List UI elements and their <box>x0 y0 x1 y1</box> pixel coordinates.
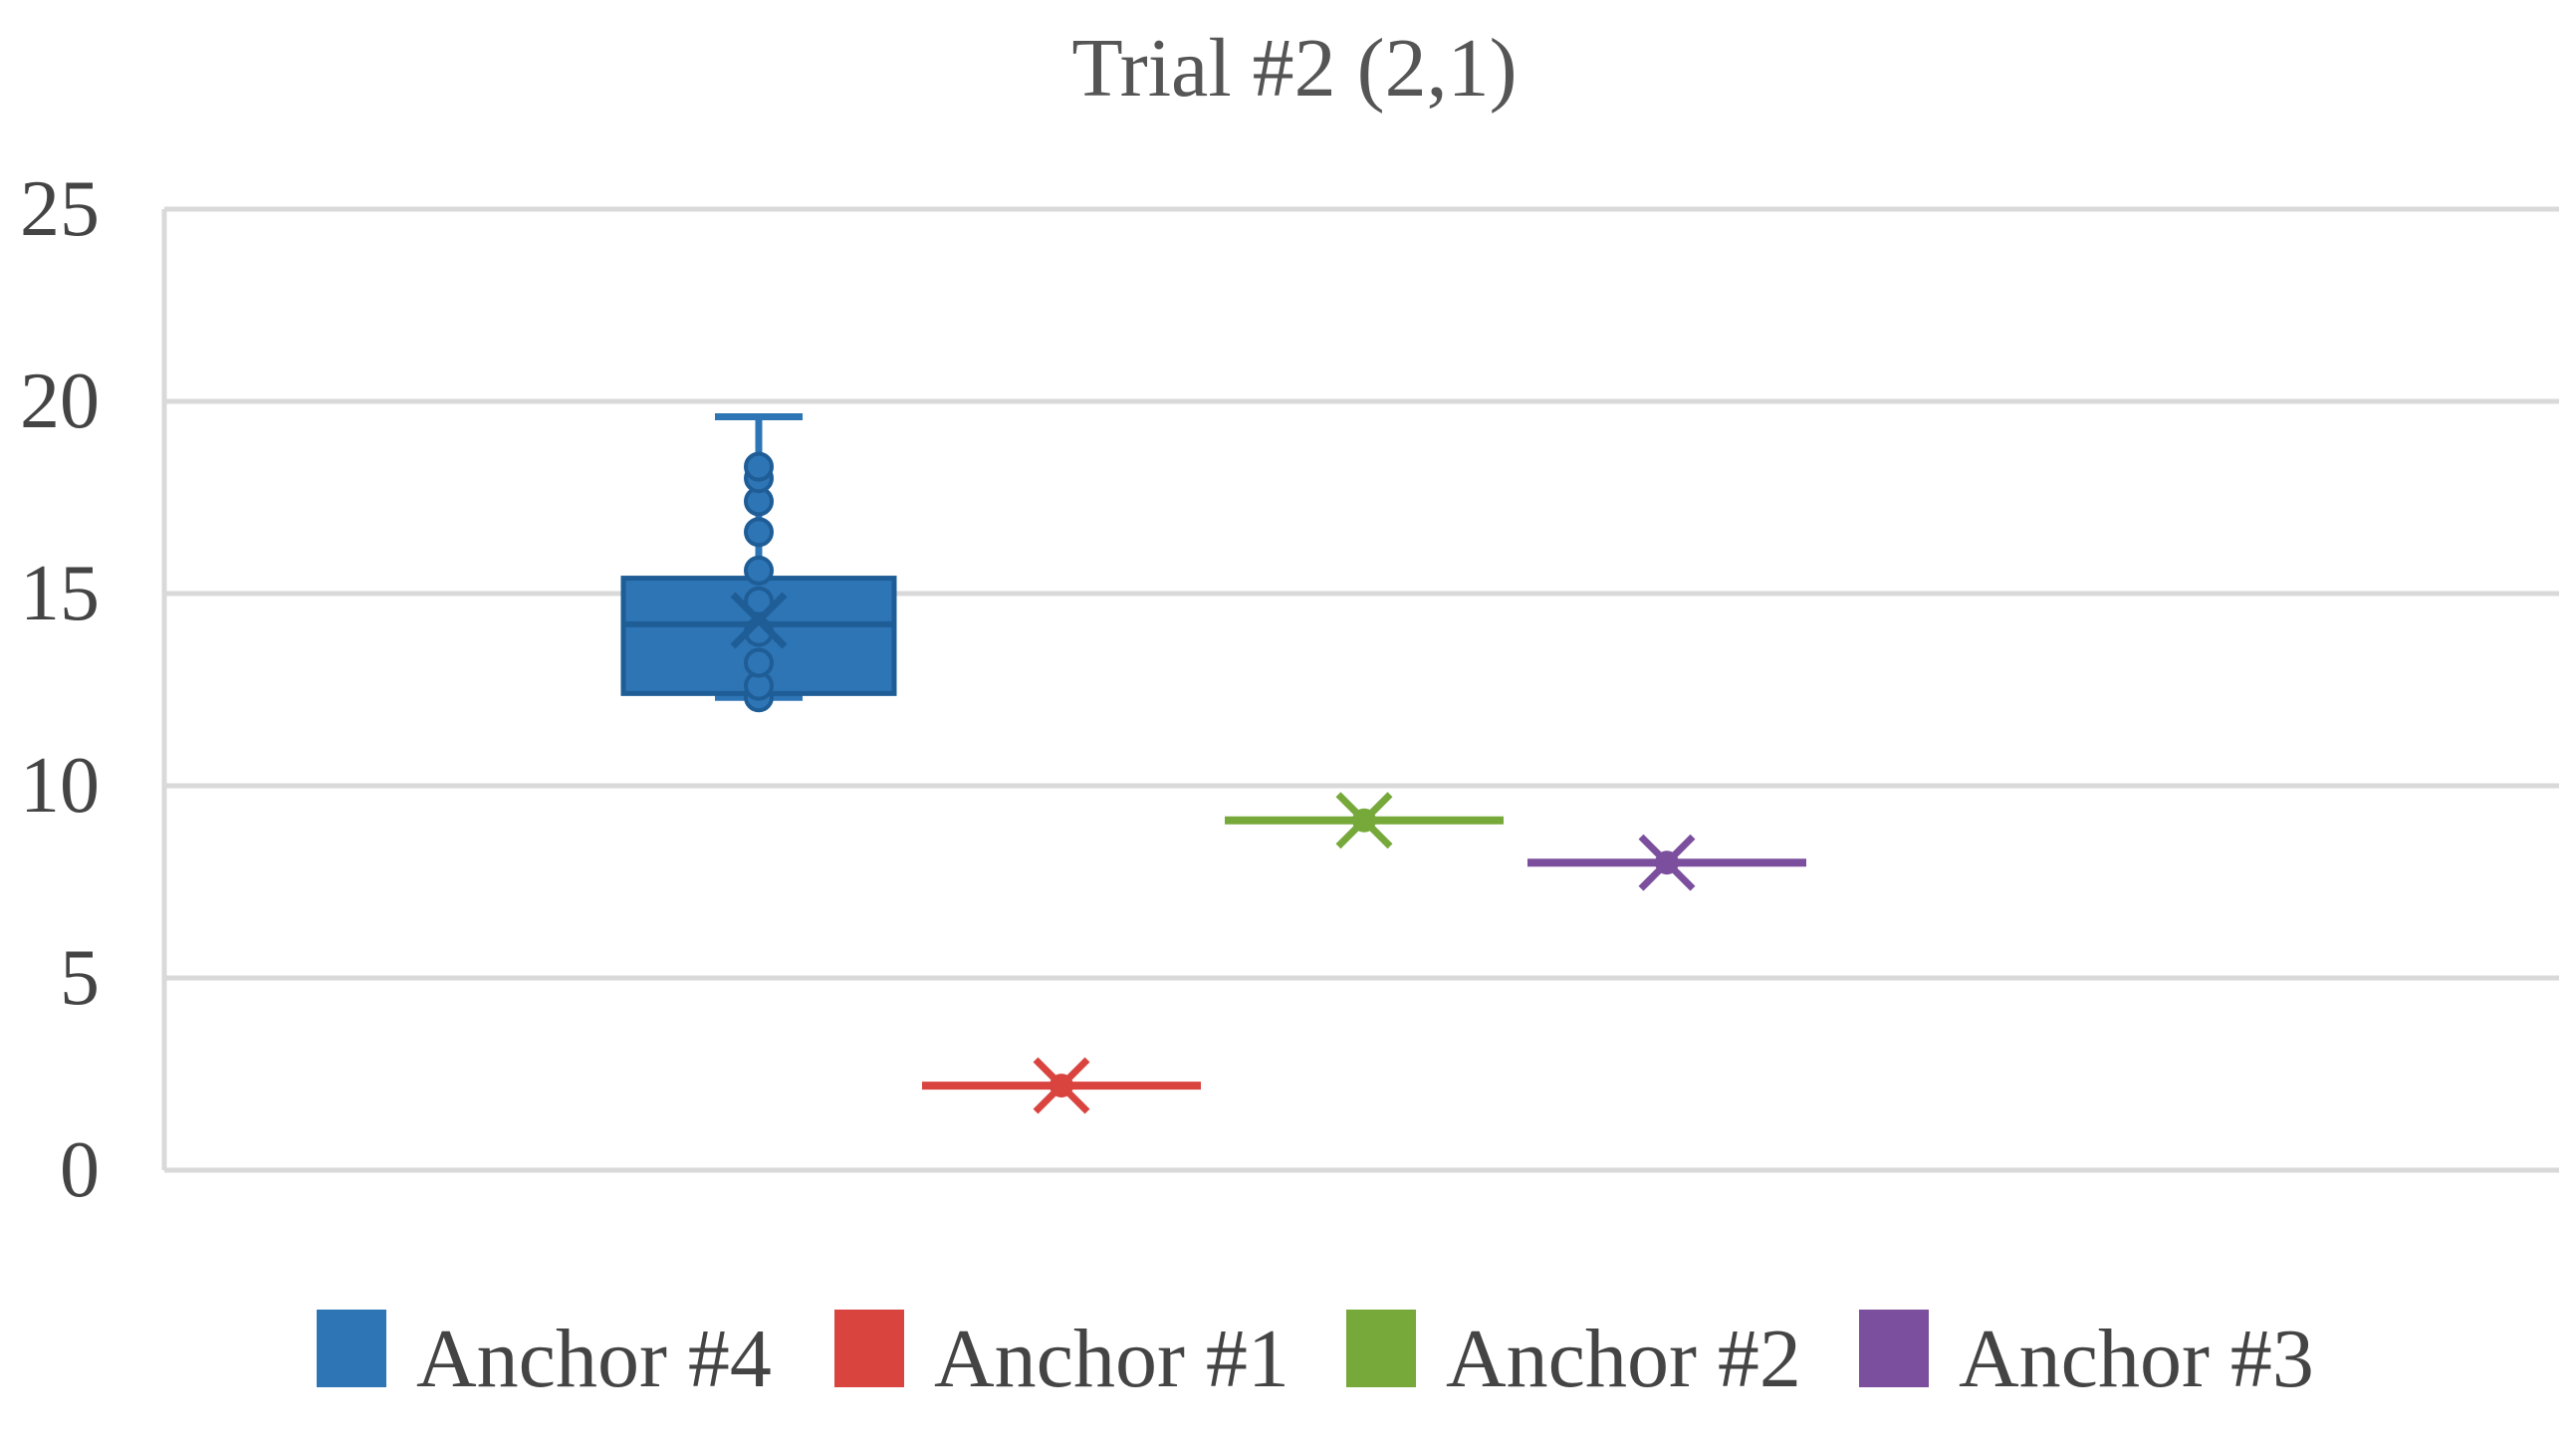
y-tick-label: 5 <box>60 934 100 1022</box>
mean-marker <box>1638 834 1696 891</box>
legend-swatch <box>1859 1310 1929 1387</box>
data-point <box>744 555 774 586</box>
legend-item: Anchor #3 <box>1859 1310 2314 1405</box>
grid-lines <box>164 206 2559 1173</box>
legend-label: Anchor #3 <box>1959 1313 2314 1405</box>
data-point <box>744 647 774 678</box>
legend-item: Anchor #4 <box>317 1310 772 1405</box>
y-axis: 0 5 10 15 20 25 <box>20 165 167 1214</box>
legend-item: Anchor #1 <box>834 1310 1289 1405</box>
series-anchor-1 <box>922 1057 1201 1114</box>
legend-label: Anchor #4 <box>416 1313 772 1405</box>
data-point <box>744 586 774 616</box>
series-anchor-4 <box>620 412 897 713</box>
legend-label: Anchor #2 <box>1446 1313 1801 1405</box>
y-tick-label: 25 <box>20 165 100 253</box>
legend-swatch <box>834 1310 904 1387</box>
legend-item: Anchor #2 <box>1346 1310 1801 1405</box>
y-tick-label: 10 <box>20 742 100 830</box>
legend-label: Anchor #1 <box>934 1313 1289 1405</box>
legend-swatch <box>317 1310 386 1387</box>
data-point <box>744 451 774 482</box>
mean-marker <box>1033 1057 1090 1114</box>
series-layer <box>620 412 1806 1114</box>
series-anchor-2 <box>1225 792 1504 849</box>
legend-swatch <box>1346 1310 1416 1387</box>
mean-marker <box>730 592 788 649</box>
y-tick-label: 0 <box>60 1126 100 1214</box>
series-anchor-3 <box>1527 834 1806 891</box>
y-tick-label: 20 <box>20 358 100 445</box>
data-point <box>744 517 774 548</box>
y-tick-label: 15 <box>20 550 100 637</box>
chart-title: Trial #2 (2,1) <box>1071 22 1517 115</box>
legend: Anchor #4 Anchor #1 Anchor #2 Anchor #3 <box>317 1310 2314 1405</box>
mean-marker <box>1335 792 1393 849</box>
